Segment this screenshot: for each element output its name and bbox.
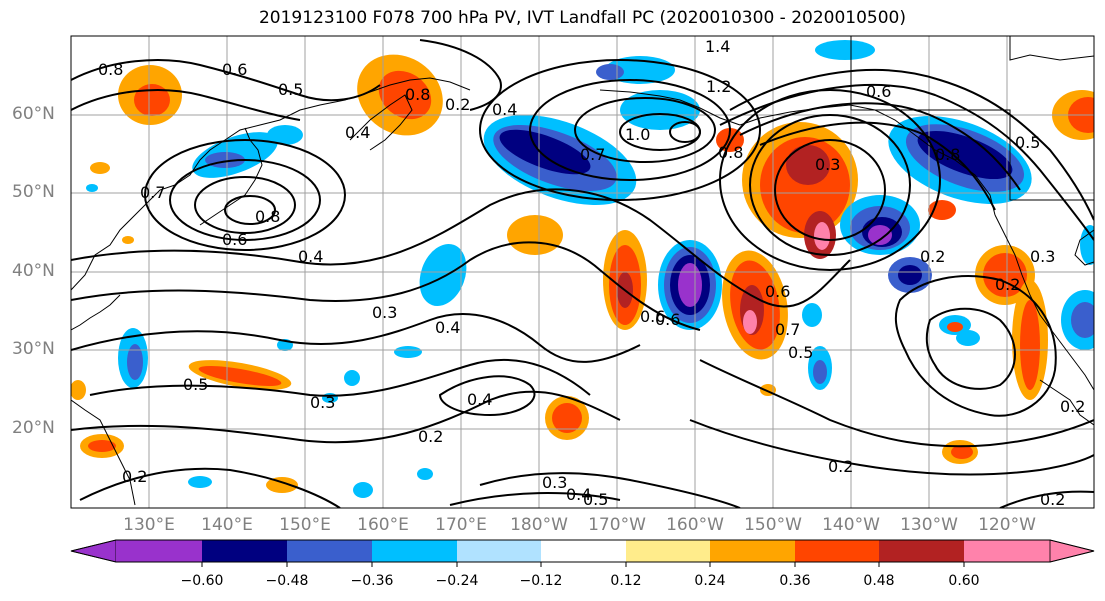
colorbar-segment	[795, 540, 879, 562]
lon-label: 130°W	[900, 515, 958, 535]
contour-label: 0.2	[995, 275, 1020, 294]
colorbar-segment	[372, 540, 457, 562]
contour-label: 0.5	[788, 343, 813, 362]
contour-label: 0.8	[405, 85, 430, 104]
contour-label: 0.2	[1040, 490, 1065, 509]
colorbar	[70, 539, 1095, 567]
contour-label: 0.3	[542, 473, 567, 492]
lon-label: 140°W	[822, 515, 880, 535]
colorbar-segment	[710, 540, 795, 562]
colorbar-segment	[879, 540, 964, 562]
contour-label: 0.7	[140, 183, 165, 202]
contour-label: 0.3	[372, 303, 397, 322]
colorbar-segment	[457, 540, 541, 562]
contour-label: 0.5	[583, 490, 608, 509]
colorbar-segment	[626, 540, 710, 562]
contour-label: 0.8	[718, 143, 743, 162]
contour-label: 0.7	[580, 145, 605, 164]
colorbar-segment	[541, 540, 626, 562]
colorbar-tick-label: −0.24	[435, 573, 479, 589]
contour-label: 0.6	[640, 307, 665, 326]
lon-label: 150°W	[744, 515, 802, 535]
contour-label: 0.3	[310, 393, 335, 412]
pv-contours	[71, 39, 1094, 508]
contour-label: 0.6	[765, 282, 790, 301]
contour-label: 0.5	[278, 80, 303, 99]
contour-label: 0.2	[828, 457, 853, 476]
contour-label: 0.4	[492, 100, 517, 119]
colorbar-segment	[287, 540, 372, 562]
lon-label: 170°W	[588, 515, 646, 535]
lon-label: 130°E	[123, 515, 175, 535]
lon-label: 180°W	[510, 515, 568, 535]
pv-shading	[71, 40, 1094, 498]
lat-label: 20°N	[12, 418, 55, 438]
contour-label: 0.2	[122, 467, 147, 486]
map-frame	[70, 35, 1095, 509]
colorbar-segment	[202, 540, 287, 562]
lon-label: 140°E	[201, 515, 253, 535]
colorbar-tick-label: 0.12	[610, 573, 642, 589]
coastlines	[71, 36, 1094, 506]
contour-label: 0.4	[298, 247, 323, 266]
lon-label: 160°W	[666, 515, 724, 535]
colorbar-segment	[964, 540, 1050, 562]
colorbar-tick-label: 0.48	[863, 573, 895, 589]
contour-label-group: 0.8 0.6 0.5 0.8 0.2 0.4 1.2 1.4 0.6 0.7 …	[98, 37, 1085, 509]
lon-label: 150°E	[279, 515, 331, 535]
contour-label: 1.2	[706, 77, 731, 96]
colorbar-outline	[70, 539, 1095, 563]
colorbar-tick-label: −0.12	[519, 573, 563, 589]
contour-label: 0.8	[935, 145, 960, 164]
contour-label: 0.2	[920, 247, 945, 266]
contour-label: 0.5	[183, 375, 208, 394]
contour-label: 0.8	[255, 207, 280, 226]
colorbar-segment	[116, 540, 202, 562]
contour-label: 0.2	[418, 427, 443, 446]
colorbar-extend-min	[70, 539, 117, 563]
lat-label: 40°N	[12, 261, 55, 281]
contour-label: 1.4	[705, 37, 730, 56]
colorbar-tick-label: −0.48	[265, 573, 309, 589]
contour-label: 0.2	[445, 95, 470, 114]
lon-label: 170°E	[435, 515, 487, 535]
contour-label: 0.4	[345, 123, 370, 142]
contour-label: 0.6	[866, 82, 891, 101]
contour-label: 0.6	[222, 230, 247, 249]
contour-label: 0.2	[1060, 397, 1085, 416]
colorbar-tick-label: −0.60	[180, 573, 224, 589]
contour-label: 0.3	[1030, 247, 1055, 266]
colorbar-extend-max	[1049, 539, 1095, 563]
contour-label: 0.3	[815, 155, 840, 174]
colorbar-tick-label: −0.36	[350, 573, 394, 589]
map-title: 2019123100 F078 700 hPa PV, IVT Landfall…	[258, 8, 906, 28]
map-gridlines	[71, 36, 1094, 508]
contour-label: 0.6	[655, 310, 680, 329]
contour-label: 1.0	[625, 125, 650, 144]
colorbar-tick-label: 0.24	[694, 573, 726, 589]
lat-label: 50°N	[12, 182, 55, 202]
colorbar-tick-label: 0.60	[948, 573, 980, 589]
lon-label: 120°W	[978, 515, 1036, 535]
contour-label: 0.4	[467, 390, 492, 409]
colorbar-tick-label: 0.36	[779, 573, 811, 589]
contour-label: 0.5	[1015, 133, 1040, 152]
contour-label: 0.8	[98, 60, 123, 79]
contour-label: 0.6	[222, 60, 247, 79]
lon-label: 160°E	[357, 515, 409, 535]
lat-label: 30°N	[12, 339, 55, 359]
contour-label: 0.4	[566, 485, 591, 504]
contour-label: 0.4	[435, 318, 460, 337]
contour-label: 0.7	[775, 320, 800, 339]
lat-label: 60°N	[12, 104, 55, 124]
